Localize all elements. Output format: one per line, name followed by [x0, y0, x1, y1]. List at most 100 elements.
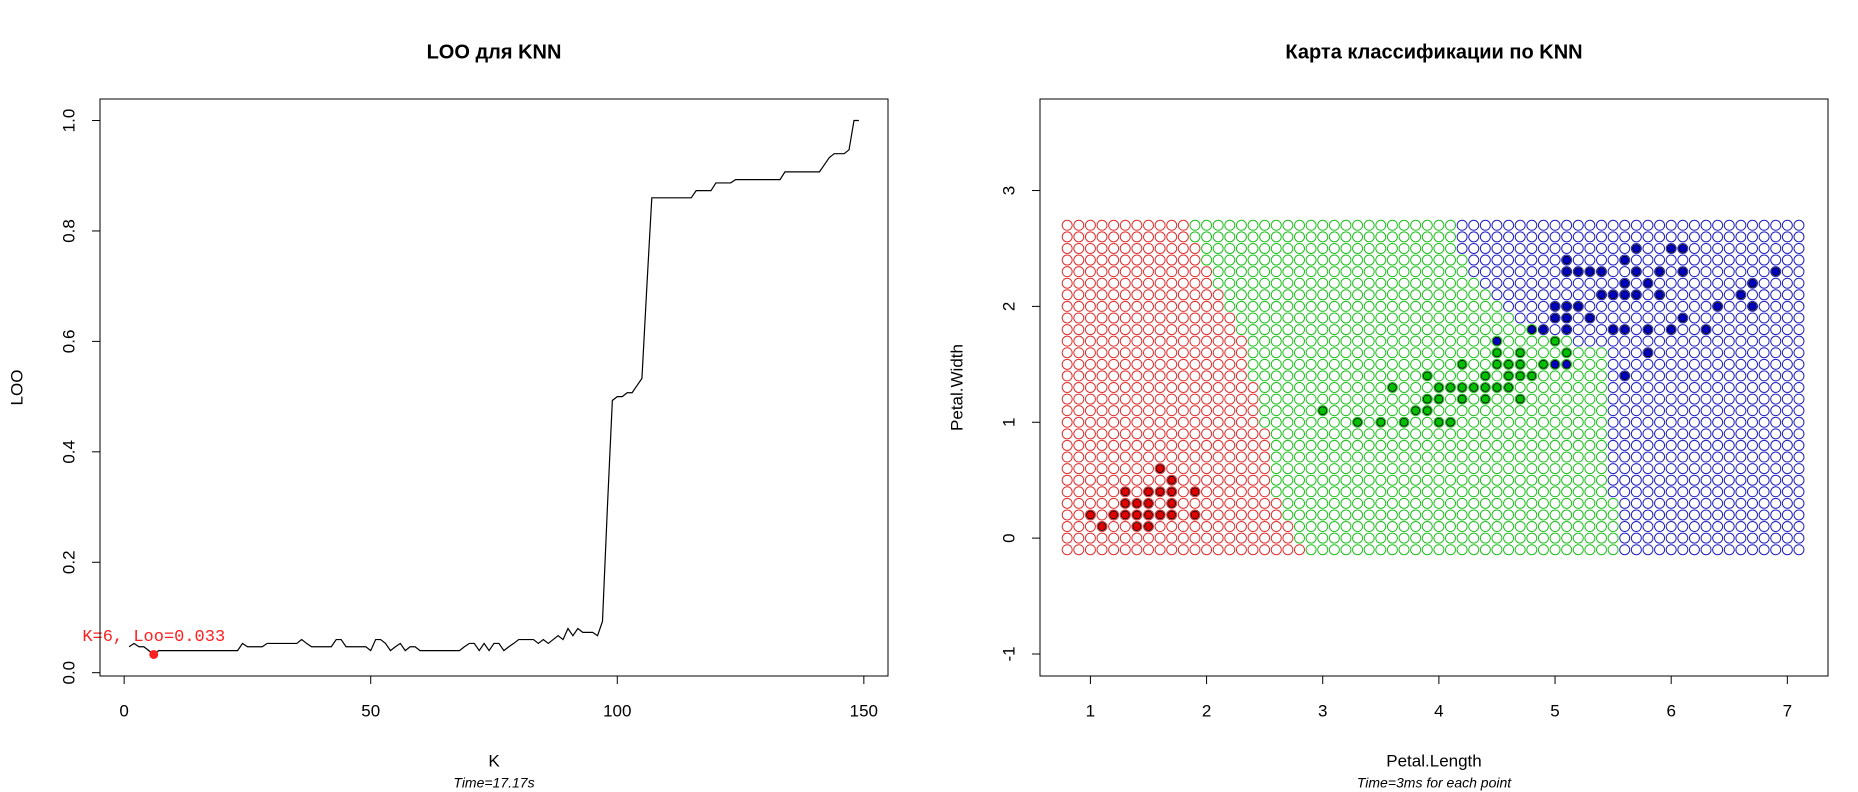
grid-point: [1177, 219, 1189, 231]
grid-point: [1317, 416, 1329, 428]
grid-point: [1735, 521, 1747, 533]
grid-point: [1201, 428, 1213, 440]
grid-point: [1177, 231, 1189, 243]
grid-point: [1142, 393, 1154, 405]
grid-point: [1096, 335, 1108, 347]
grid-point: [1340, 416, 1352, 428]
grid-point: [1386, 416, 1398, 428]
grid-point: [1142, 509, 1154, 521]
grid-point: [1131, 382, 1143, 393]
training-point: [1132, 498, 1142, 508]
grid-point: [1073, 242, 1085, 254]
y-tick-label: -1: [999, 646, 1018, 661]
grid-point: [1456, 428, 1468, 440]
grid-point: [1119, 312, 1131, 324]
grid-point: [1224, 289, 1236, 301]
chart-title: LOO для KNN: [427, 41, 562, 63]
grid-point: [1189, 451, 1201, 463]
grid-point: [1061, 289, 1073, 301]
grid-point: [1561, 497, 1573, 509]
grid-point: [1781, 405, 1793, 417]
grid-point: [1142, 382, 1154, 393]
grid-point: [1154, 451, 1166, 463]
grid-point: [1224, 405, 1236, 417]
grid-point: [1433, 370, 1445, 382]
grid-point: [1595, 242, 1607, 254]
training-point: [1411, 406, 1421, 416]
grid-point: [1282, 300, 1294, 312]
grid-point: [1340, 439, 1352, 451]
training-point: [1155, 487, 1165, 497]
grid-point: [1119, 416, 1131, 428]
grid-point: [1386, 509, 1398, 521]
grid-point: [1398, 382, 1410, 393]
grid-point: [1259, 463, 1271, 475]
grid-point: [1514, 509, 1526, 521]
grid-point: [1793, 532, 1805, 544]
grid-point: [1491, 312, 1503, 324]
training-point: [1771, 267, 1781, 277]
grid-point: [1212, 486, 1224, 498]
grid-point: [1421, 521, 1433, 533]
grid-point: [1398, 463, 1410, 475]
grid-point: [1712, 347, 1724, 359]
grid-point: [1479, 300, 1491, 312]
grid-point: [1654, 254, 1666, 266]
grid-point: [1479, 242, 1491, 254]
best-k-point: [149, 649, 159, 659]
training-point: [1446, 383, 1455, 392]
grid-point: [1433, 509, 1445, 521]
grid-point: [1212, 521, 1224, 533]
grid-point: [1201, 405, 1213, 417]
grid-point: [1642, 242, 1654, 254]
grid-point: [1410, 544, 1422, 556]
grid-point: [1654, 382, 1666, 393]
training-point: [1597, 267, 1606, 277]
training-point: [1120, 498, 1130, 508]
grid-point: [1410, 474, 1422, 486]
grid-point: [1386, 254, 1398, 266]
grid-point: [1247, 277, 1259, 289]
grid-point: [1491, 521, 1503, 533]
grid-point: [1561, 416, 1573, 428]
grid-point: [1503, 451, 1515, 463]
grid-point: [1142, 463, 1154, 475]
grid-point: [1735, 405, 1747, 417]
grid-point: [1317, 370, 1329, 382]
grid-point: [1746, 486, 1758, 498]
grid-point: [1630, 370, 1642, 382]
grid-point: [1619, 474, 1631, 486]
grid-point: [1061, 509, 1073, 521]
grid-point: [1096, 451, 1108, 463]
grid-point: [1607, 324, 1619, 336]
grid-point: [1677, 231, 1689, 243]
grid-point: [1688, 300, 1700, 312]
grid-point: [1084, 312, 1096, 324]
grid-point: [1363, 393, 1375, 405]
grid-point: [1317, 242, 1329, 254]
grid-point: [1723, 509, 1735, 521]
grid-point: [1108, 509, 1120, 521]
grid-point: [1491, 231, 1503, 243]
grid-point: [1305, 439, 1317, 451]
grid-point: [1235, 509, 1247, 521]
grid-point: [1119, 324, 1131, 336]
grid-point: [1224, 324, 1236, 336]
grid-point: [1073, 312, 1085, 324]
grid-point: [1177, 289, 1189, 301]
grid-point: [1433, 486, 1445, 498]
grid-point: [1584, 266, 1596, 278]
grid-point: [1433, 532, 1445, 544]
grid-point: [1584, 521, 1596, 533]
grid-point: [1363, 242, 1375, 254]
grid-point: [1398, 289, 1410, 301]
grid-point: [1572, 416, 1584, 428]
grid-point: [1131, 474, 1143, 486]
grid-point: [1305, 428, 1317, 440]
grid-point: [1433, 521, 1445, 533]
grid-point: [1537, 532, 1549, 544]
grid-point: [1770, 451, 1782, 463]
grid-point: [1514, 463, 1526, 475]
grid-point: [1712, 300, 1724, 312]
grid-point: [1421, 347, 1433, 359]
